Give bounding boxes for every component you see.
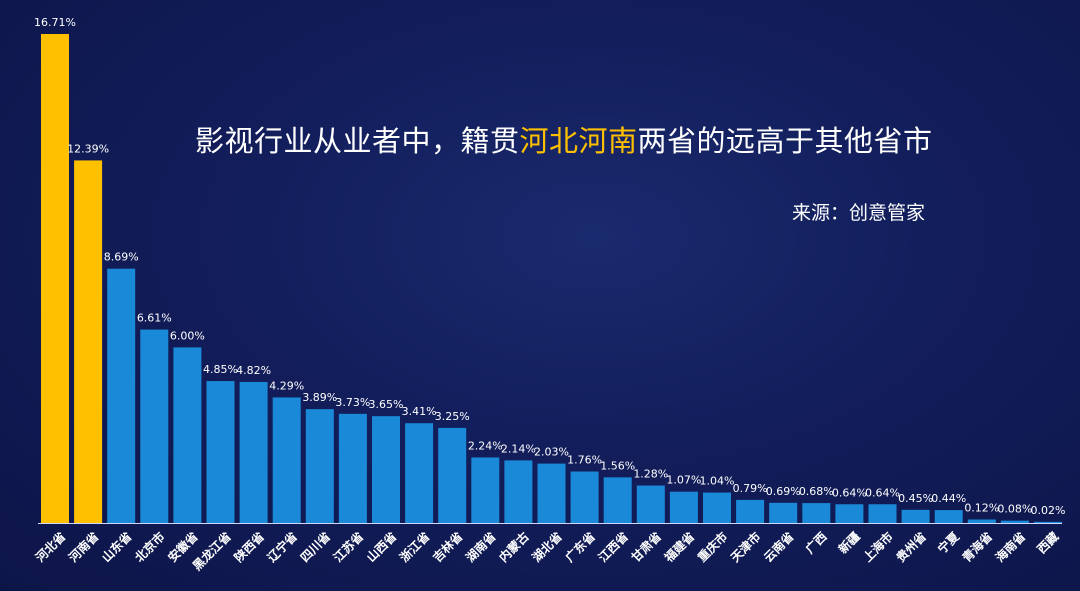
bar (669, 491, 698, 523)
bar-value-label: 0.02% (1031, 504, 1066, 517)
bar-value-label: 4.82% (236, 364, 271, 377)
bar-value-label: 6.61% (137, 312, 172, 325)
bar (570, 471, 599, 523)
bar-value-label: 0.08% (997, 503, 1032, 516)
bar (1000, 520, 1029, 523)
bar (901, 509, 930, 523)
bar (537, 463, 566, 523)
bar-value-label: 0.69% (766, 485, 801, 498)
bar-value-label: 1.07% (666, 474, 701, 487)
bar (140, 329, 169, 523)
x-tick-label: 北京市 (132, 529, 168, 565)
x-tick-label: 山东省 (98, 529, 134, 565)
bar (835, 504, 864, 523)
x-tick-label: 江西省 (595, 529, 631, 565)
bar (405, 423, 434, 523)
bar-value-label: 16.71% (34, 16, 76, 29)
x-tick-label: 湖南省 (463, 529, 499, 565)
bar (272, 397, 301, 523)
x-tick-label: 湖北省 (529, 529, 565, 565)
bar-value-label: 8.69% (104, 251, 139, 264)
bar (206, 381, 235, 523)
bar (769, 502, 798, 523)
x-tick-label: 广西 (802, 529, 830, 557)
bar (338, 413, 367, 523)
bar (736, 499, 765, 523)
x-tick-label: 吉林省 (429, 529, 465, 565)
bar (471, 457, 500, 523)
x-tick-label: 四川省 (297, 529, 333, 565)
bar-value-label: 0.64% (832, 486, 867, 499)
bar-value-label: 3.41% (402, 405, 437, 418)
bar (74, 160, 103, 523)
bar-value-label: 6.00% (170, 329, 205, 342)
bar (603, 477, 632, 523)
chart-title: 影视行业从业者中，籍贯河北河南两省的远高于其他省市 (195, 118, 933, 160)
bar (305, 409, 334, 523)
bar (934, 510, 963, 523)
bar (372, 416, 400, 523)
bar (636, 485, 665, 523)
x-tick-label: 重庆市 (694, 529, 730, 565)
x-tick-label: 陕西省 (231, 529, 267, 565)
x-tick-label: 广东省 (562, 529, 598, 565)
x-tick-label: 青海省 (959, 529, 995, 565)
bar-value-label: 3.65% (369, 398, 404, 411)
bar-value-label: 3.89% (302, 391, 337, 404)
x-tick-label: 河北省 (32, 529, 69, 566)
bar (802, 503, 831, 523)
x-tick-label: 天津市 (727, 529, 763, 565)
bar-value-label: 0.44% (931, 492, 966, 505)
bar-value-label: 2.24% (468, 439, 503, 452)
x-tick-label: 上海市 (860, 529, 896, 565)
bar-value-label: 0.64% (865, 486, 900, 499)
bar-value-label: 1.28% (633, 468, 668, 481)
title-suffix: 两省的远高于其他省市 (637, 124, 933, 158)
bar-value-label: 4.29% (269, 379, 304, 392)
x-tick-label: 海南省 (992, 529, 1028, 565)
x-tick-label: 河南省 (65, 529, 102, 566)
bar-value-label: 3.73% (335, 396, 370, 409)
x-tick-label: 福建省 (660, 529, 697, 566)
bar-value-label: 0.79% (733, 482, 768, 495)
bar (438, 427, 467, 523)
bar (967, 519, 996, 523)
x-tick-label: 内蒙古 (496, 529, 532, 565)
bar-value-label: 2.14% (501, 442, 536, 455)
bar (239, 381, 268, 523)
x-tick-label: 云南省 (760, 529, 796, 565)
title-prefix: 影视行业从业者中，籍贯 (195, 124, 520, 158)
x-tick-label: 甘肃省 (628, 529, 664, 565)
bar (1034, 521, 1062, 523)
x-tick-label: 山西省 (363, 529, 399, 565)
bar (504, 460, 533, 523)
bar-value-label: 1.76% (567, 453, 602, 466)
bar-value-label: 12.39% (67, 142, 109, 155)
bar (107, 268, 136, 523)
x-tick-label: 辽宁省 (264, 529, 300, 565)
bar-value-label: 4.85% (203, 363, 238, 376)
x-tick-label: 西藏 (1034, 529, 1062, 557)
x-tick-label: 贵州省 (893, 529, 929, 565)
source-note: 来源：创意管家 (792, 202, 926, 224)
x-tick-label: 江苏省 (330, 529, 366, 565)
bar-value-label: 1.56% (600, 459, 635, 472)
bar (703, 492, 731, 523)
bar-value-label: 0.45% (898, 492, 933, 505)
x-tick-label: 宁夏 (934, 528, 962, 556)
bar (41, 34, 69, 523)
title-highlight: 河北河南 (519, 124, 638, 158)
bar-value-label: 0.68% (799, 485, 834, 498)
bar (173, 347, 202, 523)
bar-value-label: 2.03% (534, 446, 569, 459)
x-tick-label: 浙江省 (396, 529, 432, 565)
x-tick-label: 新疆 (835, 529, 863, 557)
bar-value-label: 3.25% (435, 410, 470, 423)
bar-value-label: 1.04% (700, 475, 735, 488)
bar (868, 504, 897, 523)
bar-value-label: 0.12% (964, 501, 999, 514)
